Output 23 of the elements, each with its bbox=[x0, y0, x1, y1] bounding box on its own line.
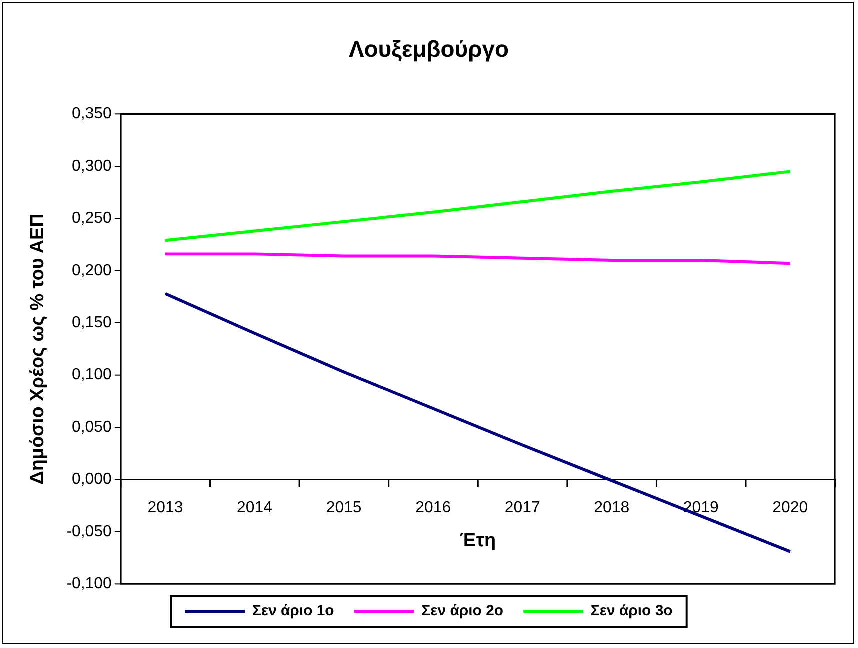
y-tick-label: 0,250 bbox=[72, 210, 112, 228]
y-axis-title: Δημόσιο Χρέος ως % του ΑΕΠ bbox=[28, 214, 49, 485]
y-tick-label: 0,200 bbox=[72, 262, 112, 280]
y-tick-label: -0,100 bbox=[66, 576, 112, 593]
x-tick-label: 2020 bbox=[772, 500, 808, 517]
x-tick-label: 2014 bbox=[237, 500, 273, 517]
y-tick-label: -0,050 bbox=[66, 523, 112, 540]
y-tick-label: 0,050 bbox=[72, 418, 112, 436]
x-tick-label: 2018 bbox=[594, 500, 630, 517]
y-tick-label: 0,100 bbox=[72, 366, 112, 384]
chart-title: Λουξεμβούργο bbox=[348, 36, 510, 62]
y-tick-label: 0,150 bbox=[72, 314, 112, 332]
x-tick-label: 2013 bbox=[148, 500, 184, 517]
legend-label: Σεν άριο 1ο bbox=[252, 602, 334, 620]
y-tick-label: 0,350 bbox=[72, 106, 112, 123]
legend-label: Σεν άριο 3ο bbox=[590, 602, 673, 620]
x-tick-label: 2015 bbox=[326, 500, 362, 517]
x-tick-label: 2017 bbox=[504, 500, 540, 517]
x-tick-label: 2016 bbox=[416, 500, 452, 517]
legend-label: Σεν άριο 2ο bbox=[422, 602, 504, 620]
y-tick-label: 0,000 bbox=[72, 471, 112, 488]
y-tick-label: 0,300 bbox=[72, 158, 112, 175]
x-axis-title: Έτη bbox=[460, 530, 496, 552]
